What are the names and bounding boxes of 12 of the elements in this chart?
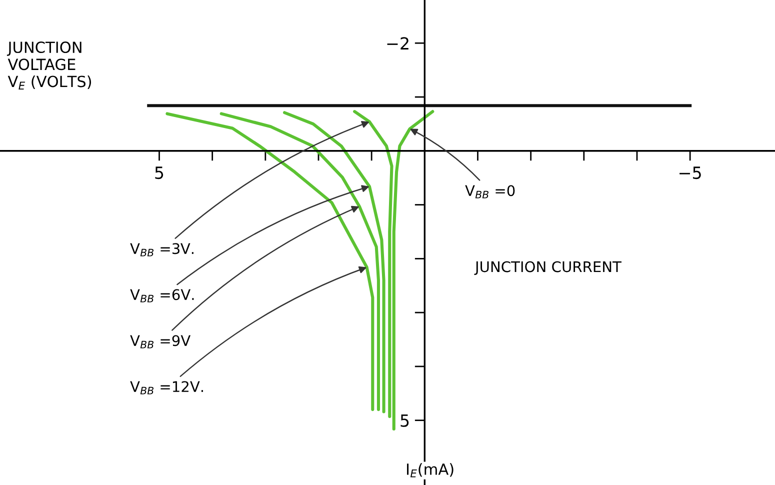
annotation: V$_{BB}$ =9V bbox=[130, 335, 191, 348]
annotation: JUNCTION CURRENT bbox=[474, 261, 622, 275]
annotation: V$_{BB}$ =6V. bbox=[130, 289, 194, 302]
line-series bbox=[282, 111, 386, 414]
annotation: V$_{BB}$ =12V. bbox=[130, 381, 203, 394]
x-tick-label: −5 bbox=[680, 166, 701, 180]
y-tick-label: −2 bbox=[387, 37, 408, 50]
line-series bbox=[220, 112, 380, 412]
annotation: V$_{BB}$ =3V. bbox=[130, 243, 194, 256]
x-axis-title: JUNCTION VOLTAGE V$_{E}$ (VOLTS) bbox=[6, 41, 92, 90]
y-axis-title: I$_{E}$(mA) bbox=[407, 463, 454, 478]
annotation: V$_{BB}$ =0 bbox=[465, 185, 515, 198]
